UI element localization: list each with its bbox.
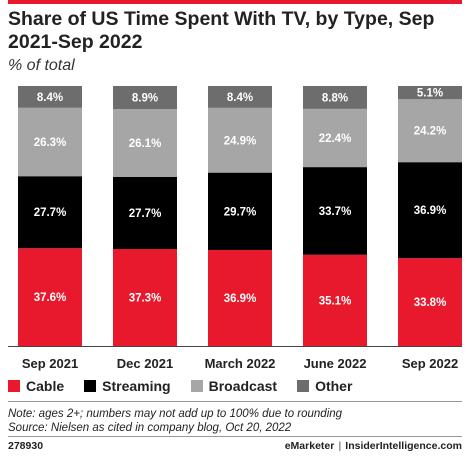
bar-segment-cable-3 bbox=[208, 249, 272, 346]
data-label-streaming-1: 27.7% bbox=[34, 207, 67, 219]
legend-swatch-other bbox=[297, 380, 310, 392]
bar-segment-cable-5 bbox=[398, 258, 462, 346]
legend-item-streaming: Streaming bbox=[84, 378, 171, 394]
brand-separator: | bbox=[338, 440, 342, 452]
data-label-cable-3: 36.9% bbox=[224, 293, 257, 305]
data-label-streaming-3: 29.7% bbox=[224, 206, 257, 218]
data-label-broadcast-3: 24.9% bbox=[224, 135, 257, 147]
data-label-broadcast-4: 22.4% bbox=[319, 133, 352, 145]
data-label-broadcast-5: 24.2% bbox=[414, 126, 447, 138]
data-label-broadcast-1: 26.3% bbox=[34, 137, 67, 149]
bar-segment-streaming-2 bbox=[113, 177, 177, 250]
bar-segment-other-5 bbox=[398, 86, 462, 100]
legend-label-broadcast: Broadcast bbox=[208, 378, 278, 394]
data-label-other-1: 8.4% bbox=[37, 92, 63, 104]
bar-segment-broadcast-3 bbox=[208, 107, 272, 173]
category-label-1: Sep 2021 bbox=[22, 356, 78, 371]
data-label-cable-1: 37.6% bbox=[34, 292, 67, 304]
legend-label-cable: Cable bbox=[26, 378, 65, 394]
category-label-2: Dec 2021 bbox=[117, 356, 173, 371]
brand: eMarketer | InsiderIntelligence.com bbox=[285, 440, 462, 452]
bar-segment-streaming-3 bbox=[208, 172, 272, 250]
data-label-streaming-4: 33.7% bbox=[319, 206, 352, 218]
note-text: Note: ages 2+; numbers may not add up to… bbox=[8, 408, 343, 420]
bar-segment-other-3 bbox=[208, 86, 272, 108]
divider-top bbox=[8, 401, 462, 402]
legend-swatch-cable bbox=[8, 380, 20, 392]
category-label-3: March 2022 bbox=[205, 356, 276, 371]
divider-bottom bbox=[8, 436, 462, 437]
chart-id: 278930 bbox=[8, 440, 44, 452]
bar-segment-other-1 bbox=[18, 86, 82, 108]
source-text: Source: Nielsen as cited in company blog… bbox=[8, 422, 292, 434]
legend-label-streaming: Streaming bbox=[102, 378, 171, 394]
chart-title: Share of US Time Spent With TV, by Type,… bbox=[8, 8, 435, 53]
bar-segment-cable-4 bbox=[303, 254, 367, 346]
legend: Cable Streaming Broadcast Other bbox=[8, 378, 352, 394]
data-label-broadcast-2: 26.1% bbox=[129, 138, 162, 150]
bar-segment-other-2 bbox=[113, 86, 177, 110]
legend-item-other: Other bbox=[297, 378, 352, 394]
brand-emarketer: eMarketer bbox=[284, 440, 335, 452]
bar-segment-broadcast-2 bbox=[113, 109, 177, 177]
category-label-4: June 2022 bbox=[304, 356, 367, 371]
legend-item-cable: Cable bbox=[8, 378, 64, 394]
data-label-streaming-5: 36.9% bbox=[414, 205, 447, 217]
data-label-cable-2: 37.3% bbox=[129, 293, 162, 305]
bar-segment-broadcast-4 bbox=[303, 108, 367, 168]
bar-segment-streaming-5 bbox=[398, 162, 462, 259]
data-label-streaming-2: 27.7% bbox=[129, 208, 162, 220]
legend-item-broadcast: Broadcast bbox=[190, 378, 278, 394]
bar-segment-cable-1 bbox=[18, 248, 82, 346]
bar-segment-other-4 bbox=[303, 86, 367, 109]
data-label-cable-5: 33.8% bbox=[414, 297, 447, 309]
data-label-other-5: 5.1% bbox=[417, 88, 443, 100]
data-label-cable-4: 35.1% bbox=[319, 295, 352, 307]
bar-segment-broadcast-1 bbox=[18, 107, 82, 177]
top-accent-bar bbox=[8, 0, 462, 4]
chart-subtitle: % of total bbox=[8, 57, 75, 74]
category-label-5: Sep 2022 bbox=[402, 356, 458, 371]
legend-swatch-streaming bbox=[84, 380, 97, 392]
footnote: Note: ages 2+; numbers may not add up to… bbox=[8, 407, 342, 435]
legend-swatch-broadcast bbox=[190, 380, 203, 392]
data-label-other-3: 8.4% bbox=[227, 92, 253, 104]
bar-segment-streaming-1 bbox=[18, 176, 82, 249]
legend-label-other: Other bbox=[315, 378, 353, 394]
bar-segment-broadcast-5 bbox=[398, 99, 462, 163]
bar-segment-cable-2 bbox=[113, 249, 177, 346]
brand-insider-intelligence: InsiderIntelligence.com bbox=[345, 440, 462, 452]
bar-segment-streaming-4 bbox=[303, 167, 367, 255]
data-label-other-2: 8.9% bbox=[132, 93, 158, 105]
data-label-other-4: 8.8% bbox=[322, 92, 348, 104]
